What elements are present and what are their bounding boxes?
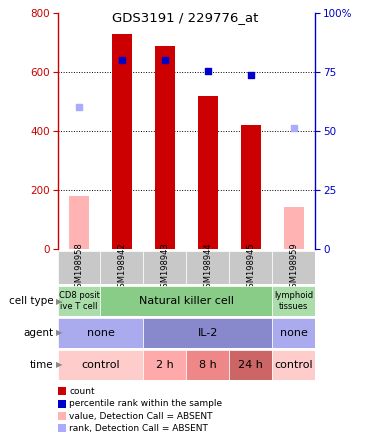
Text: percentile rank within the sample: percentile rank within the sample — [69, 399, 223, 408]
Bar — [272, 251, 315, 284]
Bar — [144, 350, 186, 380]
Text: ▶: ▶ — [56, 329, 62, 337]
Text: lymphoid
tissues: lymphoid tissues — [274, 291, 313, 311]
Text: 24 h: 24 h — [239, 360, 263, 370]
Bar — [58, 251, 101, 284]
Text: 2 h: 2 h — [156, 360, 174, 370]
Text: value, Detection Call = ABSENT: value, Detection Call = ABSENT — [69, 412, 213, 420]
Bar — [155, 46, 175, 249]
Bar — [69, 196, 89, 249]
Bar — [229, 251, 272, 284]
Text: GSM198945: GSM198945 — [246, 242, 255, 293]
Bar — [272, 350, 315, 380]
Bar — [58, 286, 101, 316]
Bar — [229, 350, 272, 380]
Bar — [144, 318, 272, 348]
Text: ▶: ▶ — [56, 361, 62, 369]
Text: GSM198958: GSM198958 — [75, 242, 83, 293]
Text: ▶: ▶ — [56, 297, 62, 305]
Point — [119, 57, 125, 64]
Text: agent: agent — [24, 328, 54, 338]
Text: GSM198942: GSM198942 — [118, 242, 127, 293]
Bar — [186, 350, 229, 380]
Bar — [272, 318, 315, 348]
Point — [248, 71, 254, 79]
Text: Natural killer cell: Natural killer cell — [139, 296, 234, 306]
Bar — [186, 251, 229, 284]
Text: cell type: cell type — [9, 296, 54, 306]
Text: GDS3191 / 229776_at: GDS3191 / 229776_at — [112, 11, 259, 24]
Text: CD8 posit
ive T cell: CD8 posit ive T cell — [59, 291, 99, 311]
Text: none: none — [280, 328, 308, 338]
Bar — [241, 125, 260, 249]
Text: count: count — [69, 387, 95, 396]
Point — [76, 104, 82, 111]
Text: time: time — [30, 360, 54, 370]
Text: 8 h: 8 h — [199, 360, 217, 370]
Text: rank, Detection Call = ABSENT: rank, Detection Call = ABSENT — [69, 424, 208, 433]
Bar — [101, 286, 272, 316]
Text: GSM198944: GSM198944 — [203, 242, 213, 293]
Point — [291, 124, 297, 131]
Text: GSM198959: GSM198959 — [289, 242, 298, 293]
Bar — [144, 251, 186, 284]
Point — [162, 57, 168, 64]
Text: none: none — [86, 328, 114, 338]
Text: IL-2: IL-2 — [198, 328, 218, 338]
Bar — [101, 251, 144, 284]
Text: GSM198943: GSM198943 — [160, 242, 170, 293]
Bar — [198, 96, 217, 249]
Bar — [58, 318, 144, 348]
Bar — [112, 34, 132, 249]
Bar — [58, 350, 144, 380]
Bar — [284, 207, 303, 249]
Point — [205, 67, 211, 74]
Text: control: control — [275, 360, 313, 370]
Bar — [272, 286, 315, 316]
Text: control: control — [81, 360, 120, 370]
